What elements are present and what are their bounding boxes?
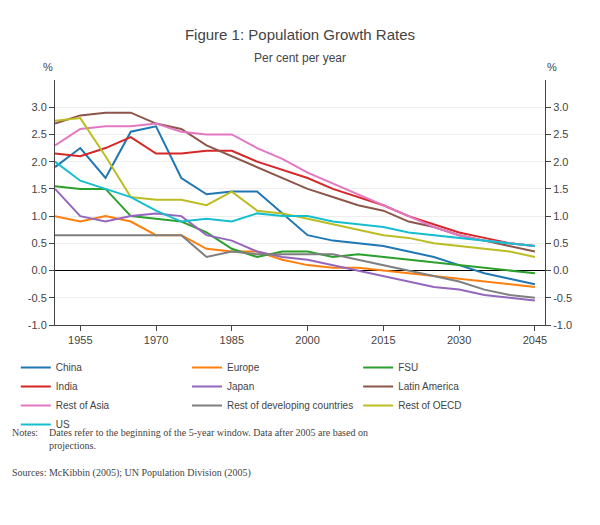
svg-text:2.5: 2.5 xyxy=(553,128,568,140)
svg-text:Sources: McKibbin (2005); UN P: Sources: McKibbin (2005); UN Population … xyxy=(12,467,251,479)
svg-text:Dates refer to the beginning o: Dates refer to the beginning of the 5-ye… xyxy=(49,427,368,451)
svg-text:China: China xyxy=(56,362,83,373)
svg-text:1.0: 1.0 xyxy=(32,210,47,222)
svg-text:-0.5: -0.5 xyxy=(553,292,572,304)
svg-text:Japan: Japan xyxy=(227,381,254,392)
svg-text:1985: 1985 xyxy=(220,334,244,346)
svg-text:%: % xyxy=(43,61,53,73)
svg-text:Latin America: Latin America xyxy=(398,381,459,392)
svg-text:Per cent per year: Per cent per year xyxy=(254,51,346,65)
svg-text:0.0: 0.0 xyxy=(553,264,568,276)
svg-text:1955: 1955 xyxy=(68,334,92,346)
svg-text:2030: 2030 xyxy=(447,334,471,346)
svg-text:Europe: Europe xyxy=(227,362,260,373)
svg-text:2.5: 2.5 xyxy=(32,128,47,140)
svg-text:-0.5: -0.5 xyxy=(28,292,47,304)
svg-text:2.0: 2.0 xyxy=(553,156,568,168)
svg-text:Rest of developing countries: Rest of developing countries xyxy=(227,400,353,411)
svg-text:2045: 2045 xyxy=(523,334,547,346)
svg-text:Figure 1: Population Growth Ra: Figure 1: Population Growth Rates xyxy=(185,26,415,43)
svg-text:3.0: 3.0 xyxy=(32,101,47,113)
svg-text:Notes:: Notes: xyxy=(12,427,38,438)
svg-text:3.0: 3.0 xyxy=(553,101,568,113)
svg-text:1.5: 1.5 xyxy=(32,183,47,195)
svg-text:1970: 1970 xyxy=(144,334,168,346)
svg-text:%: % xyxy=(547,61,557,73)
svg-text:Rest of Asia: Rest of Asia xyxy=(56,400,110,411)
svg-text:FSU: FSU xyxy=(398,362,418,373)
svg-text:US: US xyxy=(56,419,70,430)
svg-text:Rest of OECD: Rest of OECD xyxy=(398,400,461,411)
svg-text:0.5: 0.5 xyxy=(32,237,47,249)
svg-text:India: India xyxy=(56,381,78,392)
svg-text:-1.0: -1.0 xyxy=(553,319,572,331)
svg-text:1.5: 1.5 xyxy=(553,183,568,195)
svg-text:2015: 2015 xyxy=(371,334,395,346)
svg-text:1.0: 1.0 xyxy=(553,210,568,222)
svg-text:0.0: 0.0 xyxy=(32,264,47,276)
svg-text:0.5: 0.5 xyxy=(553,237,568,249)
svg-text:2000: 2000 xyxy=(295,334,319,346)
svg-text:2.0: 2.0 xyxy=(32,156,47,168)
svg-text:-1.0: -1.0 xyxy=(28,319,47,331)
